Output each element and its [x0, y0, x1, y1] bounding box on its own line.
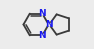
- Circle shape: [41, 12, 44, 15]
- Text: N: N: [39, 31, 46, 40]
- Text: N: N: [45, 20, 53, 29]
- Circle shape: [48, 23, 51, 26]
- Text: N: N: [39, 9, 46, 18]
- Circle shape: [41, 34, 44, 37]
